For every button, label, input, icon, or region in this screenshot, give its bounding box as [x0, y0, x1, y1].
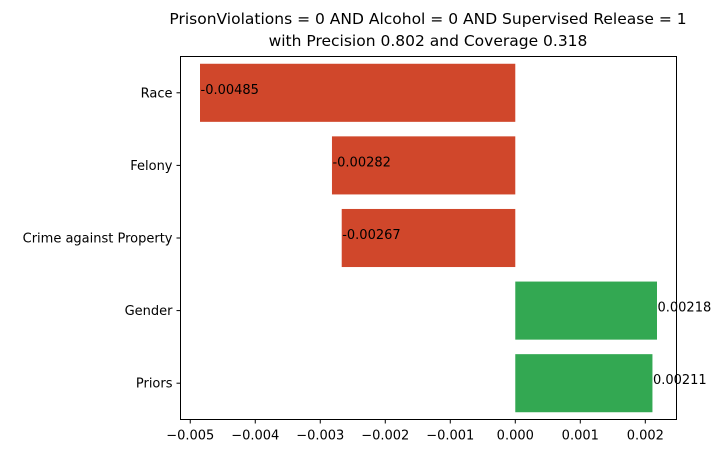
y-tick-label: Felony [130, 159, 173, 174]
chart-title: PrisonViolations = 0 AND Alcohol = 0 AND… [169, 10, 686, 28]
value-labels: -0.00485 -0.00282 -0.00267 0.00218 0.00211 [201, 83, 712, 388]
x-ticks: −0.005 −0.004 −0.003 −0.002 −0.001 0.000 0.001… [166, 419, 664, 444]
x-tick-label: 0.000 [497, 429, 534, 444]
x-tick-label: −0.004 [231, 429, 279, 444]
x-tick-label: −0.001 [426, 429, 474, 444]
bar-race [200, 63, 516, 122]
y-tick-label: Race [141, 86, 173, 101]
value-label: -0.00267 [342, 228, 400, 243]
value-label: 0.00218 [657, 301, 711, 316]
chart-subtitle: with Precision 0.802 and Coverage 0.318 [269, 32, 588, 50]
value-label: -0.00282 [332, 155, 390, 170]
y-ticks: Race Felony Crime against Property Gender Pr… [23, 86, 181, 392]
y-tick-label: Crime against Property [23, 232, 173, 247]
x-tick-label: 0.001 [562, 429, 599, 444]
x-tick-label: −0.003 [296, 429, 344, 444]
y-tick-label: Priors [136, 377, 173, 392]
bar-felony [331, 136, 516, 195]
y-tick-label: Gender [125, 304, 174, 319]
x-tick-label: −0.002 [361, 429, 409, 444]
value-label: -0.00485 [201, 83, 259, 98]
plot-frame [180, 56, 677, 420]
x-tick-label: 0.002 [627, 429, 664, 444]
x-tick-label: −0.005 [166, 429, 214, 444]
bar-priors [515, 354, 653, 413]
bars-layer [200, 63, 657, 413]
value-label: 0.00211 [653, 373, 707, 388]
bar-gender [515, 281, 657, 340]
bar-crime-against-property [341, 208, 516, 268]
